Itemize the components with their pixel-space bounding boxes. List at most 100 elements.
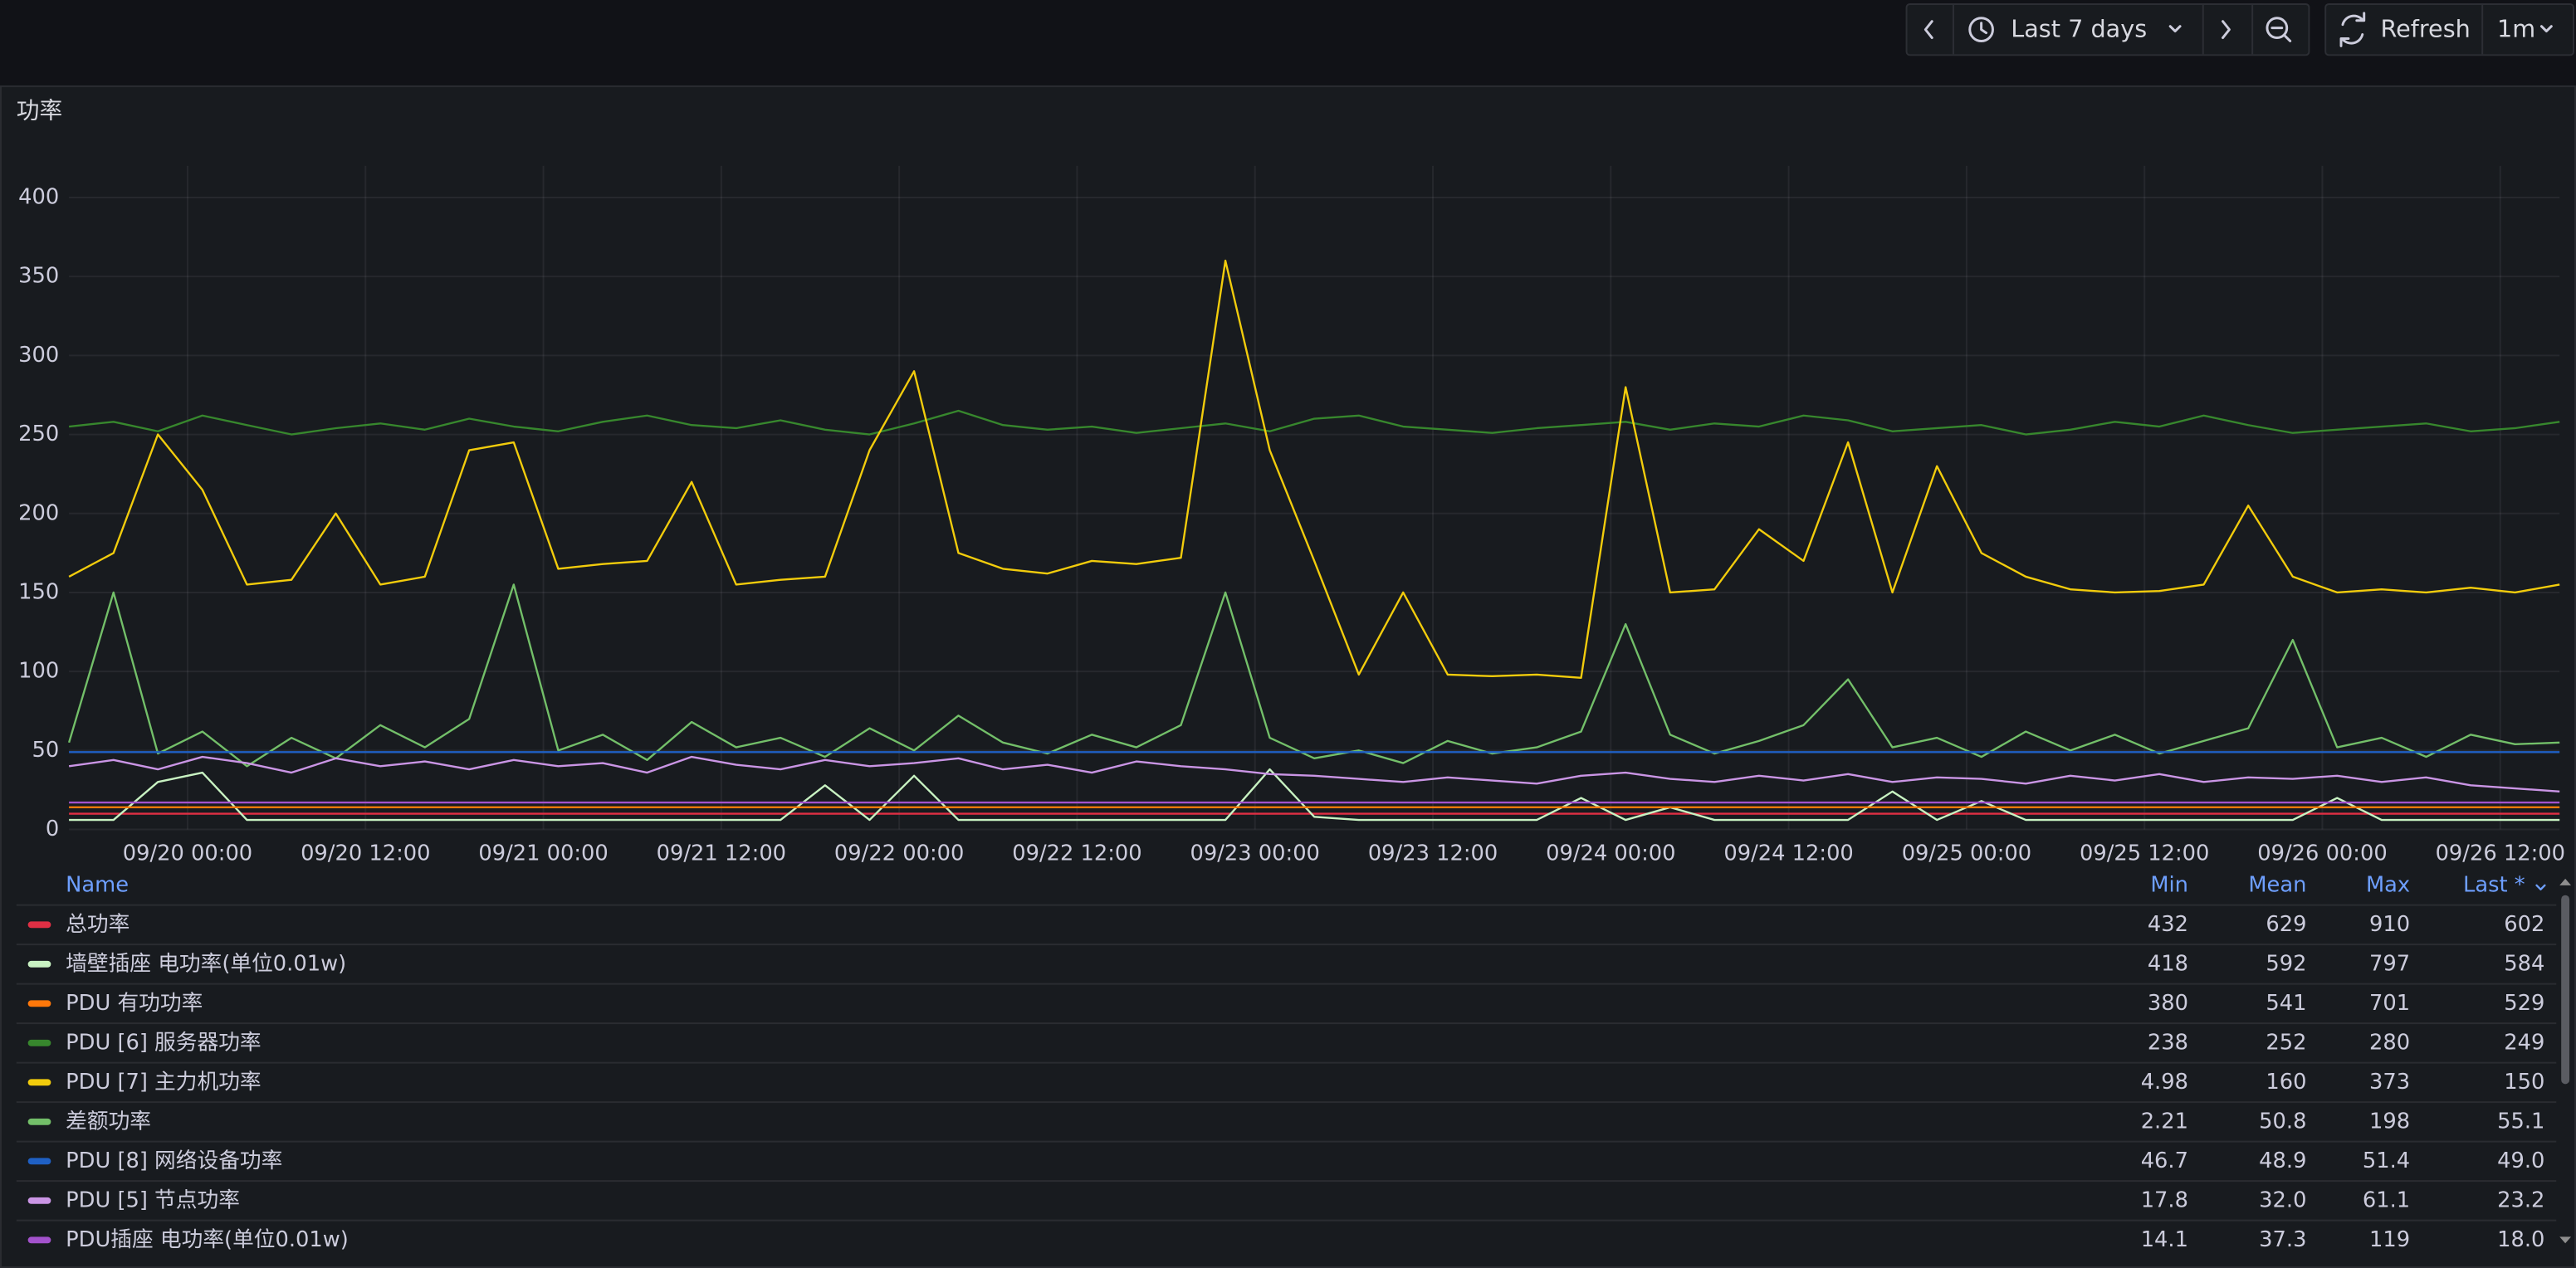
legend-stat: 418 bbox=[2148, 951, 2188, 976]
legend-name[interactable]: PDU插座 电功率(单位0.01w) bbox=[66, 1227, 349, 1252]
x-tick-label: 09/24 00:00 bbox=[1546, 841, 1675, 866]
x-tick-label: 09/25 00:00 bbox=[1902, 841, 2031, 866]
x-tick-label: 09/23 12:00 bbox=[1368, 841, 1498, 866]
x-tick-label: 09/22 00:00 bbox=[834, 841, 964, 866]
x-tick-label: 09/24 12:00 bbox=[1723, 841, 1853, 866]
y-tick-label: 400 bbox=[18, 184, 59, 209]
zoom-out-button[interactable] bbox=[2266, 17, 2289, 40]
x-tick-label: 09/23 00:00 bbox=[1190, 841, 1320, 866]
column-header[interactable]: Min bbox=[2150, 872, 2188, 897]
column-header[interactable]: Mean bbox=[2248, 872, 2306, 897]
legend-stat: 14.1 bbox=[2141, 1227, 2188, 1252]
series-line bbox=[68, 409, 2560, 436]
panel bbox=[0, 85, 2576, 1268]
series-line bbox=[69, 768, 2560, 822]
legend-stat: 49.0 bbox=[2497, 1149, 2544, 1173]
panel-title: 功率 bbox=[17, 97, 62, 124]
legend-swatch bbox=[27, 1197, 51, 1204]
legend-table: Name Min Mean Max Last * 总功率 432 629 910 602 墙壁插座 … bbox=[16, 872, 2572, 1252]
legend-stat: 252 bbox=[2266, 1030, 2306, 1055]
legend-stat: 249 bbox=[2504, 1030, 2544, 1055]
toolbar: Last 7 days Refresh 1m bbox=[1905, 2, 2575, 56]
legend-stat: 50.8 bbox=[2259, 1109, 2306, 1134]
legend-stat: 119 bbox=[2369, 1227, 2410, 1252]
legend-swatch bbox=[27, 1236, 51, 1244]
legend-swatch bbox=[27, 960, 51, 968]
legend-stat: 46.7 bbox=[2141, 1149, 2188, 1173]
legend-stat: 2.21 bbox=[2141, 1109, 2188, 1134]
y-tick-label: 300 bbox=[18, 343, 59, 368]
legend-stat: 4.98 bbox=[2141, 1070, 2188, 1095]
refresh-interval[interactable]: 1m bbox=[2497, 15, 2535, 43]
legend-stat: 160 bbox=[2266, 1070, 2306, 1095]
legend-stat: 629 bbox=[2266, 912, 2306, 937]
legend-stat: 238 bbox=[2148, 1030, 2188, 1055]
column-header[interactable]: Max bbox=[2366, 872, 2410, 897]
y-tick-label: 350 bbox=[18, 264, 59, 289]
y-tick-label: 50 bbox=[32, 738, 60, 763]
legend-stat: 61.1 bbox=[2363, 1188, 2410, 1212]
next-button[interactable] bbox=[2222, 20, 2231, 40]
legend-name[interactable]: PDU [5] 节点功率 bbox=[66, 1188, 240, 1212]
x-tick-label: 09/21 12:00 bbox=[657, 841, 786, 866]
x-tick-label: 09/22 12:00 bbox=[1012, 841, 1141, 866]
legend-stat: 55.1 bbox=[2497, 1109, 2544, 1134]
legend-swatch bbox=[27, 1118, 51, 1125]
x-tick-label: 09/26 12:00 bbox=[2436, 841, 2565, 866]
legend-stat: 797 bbox=[2369, 951, 2410, 976]
chart: 0 50 100 150 200 250 300 350 400 09/20 00:00 09/20… bbox=[18, 165, 2565, 866]
column-header[interactable]: Last * bbox=[2463, 872, 2525, 897]
refresh-group bbox=[2324, 2, 2575, 56]
scrollbar-thumb[interactable] bbox=[2561, 895, 2570, 1085]
column-header[interactable]: Name bbox=[66, 872, 129, 897]
legend-stat: 48.9 bbox=[2259, 1149, 2306, 1173]
legend-name[interactable]: PDU [7] 主力机功率 bbox=[66, 1070, 261, 1095]
x-tick-label: 09/26 00:00 bbox=[2257, 841, 2387, 866]
x-tick-label: 09/20 00:00 bbox=[123, 841, 252, 866]
legend-swatch bbox=[27, 1158, 51, 1165]
legend-swatch bbox=[27, 921, 51, 929]
legend-swatch bbox=[27, 1000, 51, 1007]
legend-stat: 432 bbox=[2148, 912, 2188, 937]
previous-button[interactable] bbox=[1923, 20, 1933, 40]
legend-stat: 18.0 bbox=[2497, 1227, 2544, 1252]
legend-stat: 32.0 bbox=[2259, 1188, 2306, 1212]
legend-stat: 529 bbox=[2504, 991, 2544, 1016]
time-range[interactable]: Last 7 days bbox=[2011, 15, 2147, 43]
y-tick-label: 0 bbox=[46, 817, 59, 841]
clock-icon bbox=[1968, 17, 1994, 42]
y-tick-label: 250 bbox=[18, 422, 59, 446]
refresh-button[interactable]: Refresh bbox=[2381, 15, 2471, 43]
refresh-icon bbox=[2339, 12, 2366, 47]
legend-name[interactable]: 总功率 bbox=[66, 912, 130, 937]
legend-stat: 17.8 bbox=[2141, 1188, 2188, 1212]
sort-chevron[interactable] bbox=[2535, 884, 2546, 890]
legend-name[interactable]: 墙壁插座 电功率(单位0.01w) bbox=[66, 951, 346, 976]
series-line bbox=[67, 583, 2560, 768]
legend-stat: 150 bbox=[2504, 1070, 2544, 1095]
interval-chevron[interactable] bbox=[2539, 25, 2553, 33]
legend-name[interactable]: 差额功率 bbox=[66, 1109, 151, 1134]
legend-stat: 701 bbox=[2369, 991, 2410, 1016]
series-line bbox=[68, 259, 2560, 680]
x-tick-label: 09/25 12:00 bbox=[2080, 841, 2209, 866]
y-tick-label: 200 bbox=[18, 500, 59, 525]
zoom-out-icon bbox=[2270, 27, 2292, 42]
legend-stat: 541 bbox=[2266, 991, 2306, 1016]
legend-name[interactable]: PDU [8] 网络设备功率 bbox=[66, 1149, 282, 1173]
y-tick-label: 100 bbox=[18, 659, 59, 684]
legend-stat: 592 bbox=[2266, 951, 2306, 976]
y-tick-label: 150 bbox=[18, 579, 59, 604]
legend-stat: 584 bbox=[2504, 951, 2544, 976]
legend-name[interactable]: PDU [6] 服务器功率 bbox=[66, 1030, 261, 1055]
legend-stat: 380 bbox=[2148, 991, 2188, 1016]
series-line bbox=[68, 755, 2560, 792]
time-range-chevron[interactable] bbox=[2168, 25, 2182, 33]
legend-swatch bbox=[27, 1039, 51, 1046]
time-picker-group bbox=[1905, 2, 2310, 56]
legend-name[interactable]: PDU 有功功率 bbox=[66, 991, 203, 1016]
legend-stat: 280 bbox=[2369, 1030, 2410, 1055]
legend-stat: 51.4 bbox=[2363, 1149, 2410, 1173]
clock-hands bbox=[1980, 22, 1988, 35]
